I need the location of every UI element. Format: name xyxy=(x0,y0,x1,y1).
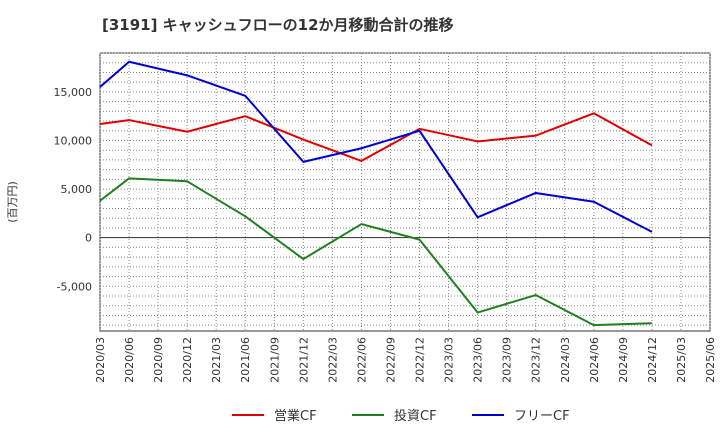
x-tick-label: 2024/03 xyxy=(559,337,572,383)
y-tick-label: 0 xyxy=(85,232,92,245)
series-line-2 xyxy=(99,177,652,327)
x-tick-label: 2023/12 xyxy=(530,337,543,383)
x-tick-label: 2020/06 xyxy=(123,337,136,383)
legend-label: 投資CF xyxy=(394,408,437,424)
x-tick-label: 2020/09 xyxy=(152,337,165,383)
x-tick-label: 2024/12 xyxy=(646,337,659,383)
legend-label: 営業CF xyxy=(274,408,317,424)
x-tick-label: 2024/09 xyxy=(617,337,630,383)
y-tick-label: -5,000 xyxy=(57,280,92,293)
x-tick-label: 2022/06 xyxy=(355,337,368,383)
chart-title: [3191] キャッシュフローの12か月移動合計の推移 xyxy=(102,16,454,34)
x-tick-label: 2025/06 xyxy=(704,337,717,383)
x-tick-label: 2025/03 xyxy=(675,337,688,383)
x-tick-label: 2023/06 xyxy=(472,337,485,383)
y-tick-label: 10,000 xyxy=(54,134,93,147)
x-tick-label: 2021/03 xyxy=(210,337,223,383)
x-tick-label: 2023/09 xyxy=(501,337,514,383)
series-line-1 xyxy=(99,112,653,162)
x-tick-label: 2023/03 xyxy=(443,337,456,383)
x-tick-label: 2021/09 xyxy=(268,337,281,383)
series-line-3 xyxy=(99,60,653,233)
x-tick-label: 2024/06 xyxy=(588,337,601,383)
x-tick-label: 2022/03 xyxy=(326,337,339,383)
x-tick-label: 2021/12 xyxy=(297,337,310,383)
x-tick-label: 2020/03 xyxy=(94,337,107,383)
x-tick-label: 2022/12 xyxy=(414,337,427,383)
plot-area xyxy=(99,52,711,332)
x-tick-label: 2021/06 xyxy=(239,337,252,383)
y-tick-label: 15,000 xyxy=(54,86,93,99)
x-tick-label: 2020/12 xyxy=(181,337,194,383)
legend-label: フリーCF xyxy=(514,409,570,424)
x-tick-label: 2022/09 xyxy=(384,337,397,383)
y-tick-label: 5,000 xyxy=(61,183,93,196)
y-axis-label: (百万円) xyxy=(6,181,19,223)
